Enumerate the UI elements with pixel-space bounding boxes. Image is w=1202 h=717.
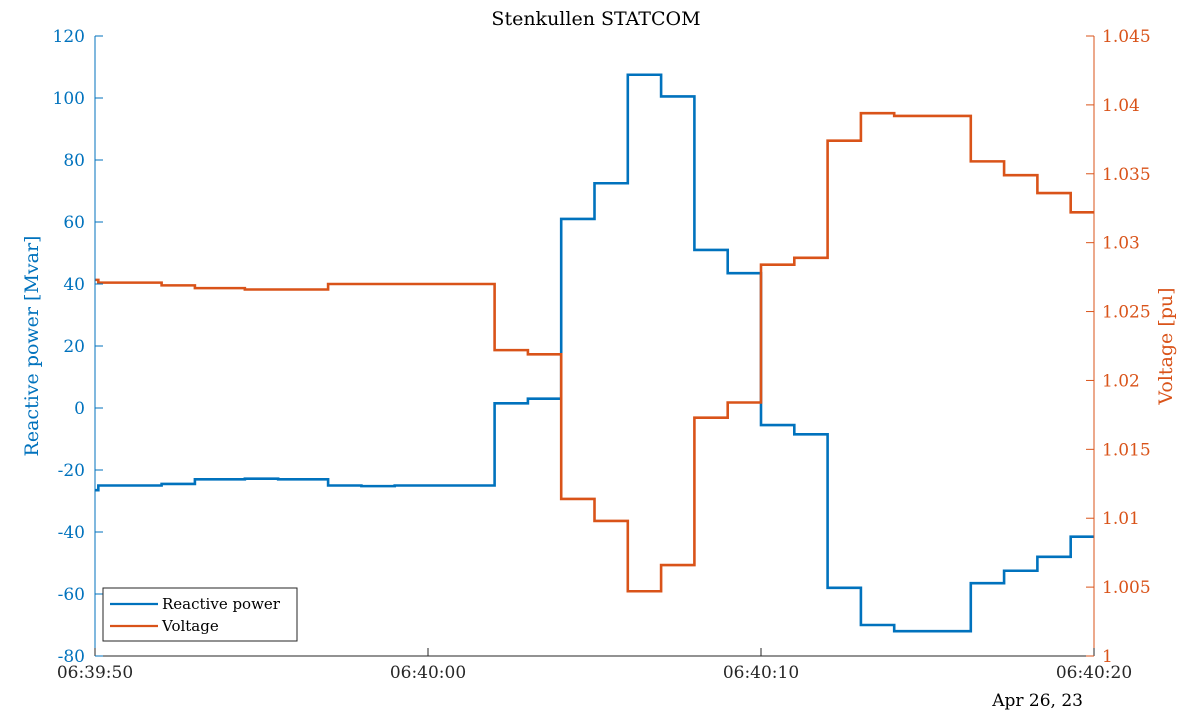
left-tick-label: 0 <box>74 399 85 419</box>
series-line-voltage <box>95 111 1094 593</box>
right-tick-label: 1.025 <box>1102 303 1151 323</box>
right-tick-label: 1.03 <box>1102 234 1140 254</box>
x-tick-label: 06:39:50 <box>57 663 133 683</box>
left-tick-label: -80 <box>58 647 85 667</box>
series-layer <box>95 73 1094 633</box>
x-tick-label: 06:40:10 <box>723 663 799 683</box>
left-tick-label: -60 <box>58 585 85 605</box>
left-tick-label: 60 <box>63 213 85 233</box>
legend: Reactive power Voltage <box>102 587 298 642</box>
left-tick-label: 20 <box>63 337 85 357</box>
legend-box <box>102 587 298 642</box>
legend-label-voltage: Voltage <box>161 617 219 635</box>
series-line-reactive-power <box>95 73 1094 633</box>
x-tick-label: 06:40:00 <box>390 663 466 683</box>
left-axis-ticks: -80 -60 -40 -20 0 20 40 60 80 100 120 <box>53 27 103 667</box>
right-axis-ticks: 1 1.005 1.01 1.015 1.02 1.025 1.03 1.035 1.04 1.0… <box>1086 27 1151 667</box>
chart-title: Stenkullen STATCOM <box>491 8 700 30</box>
x-axis-ticks: 06:39:50 06:40:00 06:40:10 06:40:20 <box>57 648 1132 683</box>
left-tick-label: 100 <box>53 89 85 109</box>
left-tick-label: 80 <box>63 151 85 171</box>
left-tick-label: 40 <box>63 275 85 295</box>
date-label: Apr 26, 23 <box>991 691 1083 711</box>
right-tick-label: 1.005 <box>1102 578 1151 598</box>
plot-area <box>95 36 1094 656</box>
right-tick-label: 1.035 <box>1102 165 1151 185</box>
right-tick-label: 1.045 <box>1102 27 1151 47</box>
legend-label-reactive-power: Reactive power <box>162 595 281 613</box>
right-tick-label: 1.04 <box>1102 96 1140 116</box>
right-tick-label: 1 <box>1102 647 1113 667</box>
left-tick-label: -40 <box>58 523 85 543</box>
right-tick-label: 1.01 <box>1102 509 1140 529</box>
left-tick-label: -20 <box>58 461 85 481</box>
right-tick-label: 1.015 <box>1102 440 1151 460</box>
right-axis-label: Voltage [pu] <box>1155 287 1177 405</box>
left-axis-label: Reactive power [Mvar] <box>21 236 43 457</box>
right-tick-label: 1.02 <box>1102 371 1140 391</box>
x-tick-label: 06:40:20 <box>1056 663 1132 683</box>
left-tick-label: 120 <box>53 27 85 47</box>
